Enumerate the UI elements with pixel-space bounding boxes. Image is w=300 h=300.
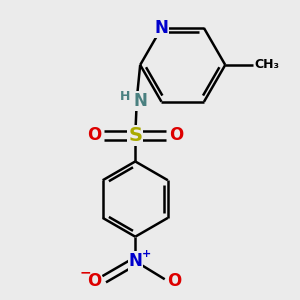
Text: H: H <box>120 89 131 103</box>
Text: N: N <box>134 92 148 110</box>
Text: CH₃: CH₃ <box>254 58 279 71</box>
Text: O: O <box>87 272 101 290</box>
Text: O: O <box>169 126 183 144</box>
Text: S: S <box>128 126 142 145</box>
Text: O: O <box>167 272 182 290</box>
Text: O: O <box>87 126 101 144</box>
Text: N: N <box>154 19 168 37</box>
Text: N: N <box>128 252 142 270</box>
Text: −: − <box>80 265 91 279</box>
Text: +: + <box>141 249 151 259</box>
